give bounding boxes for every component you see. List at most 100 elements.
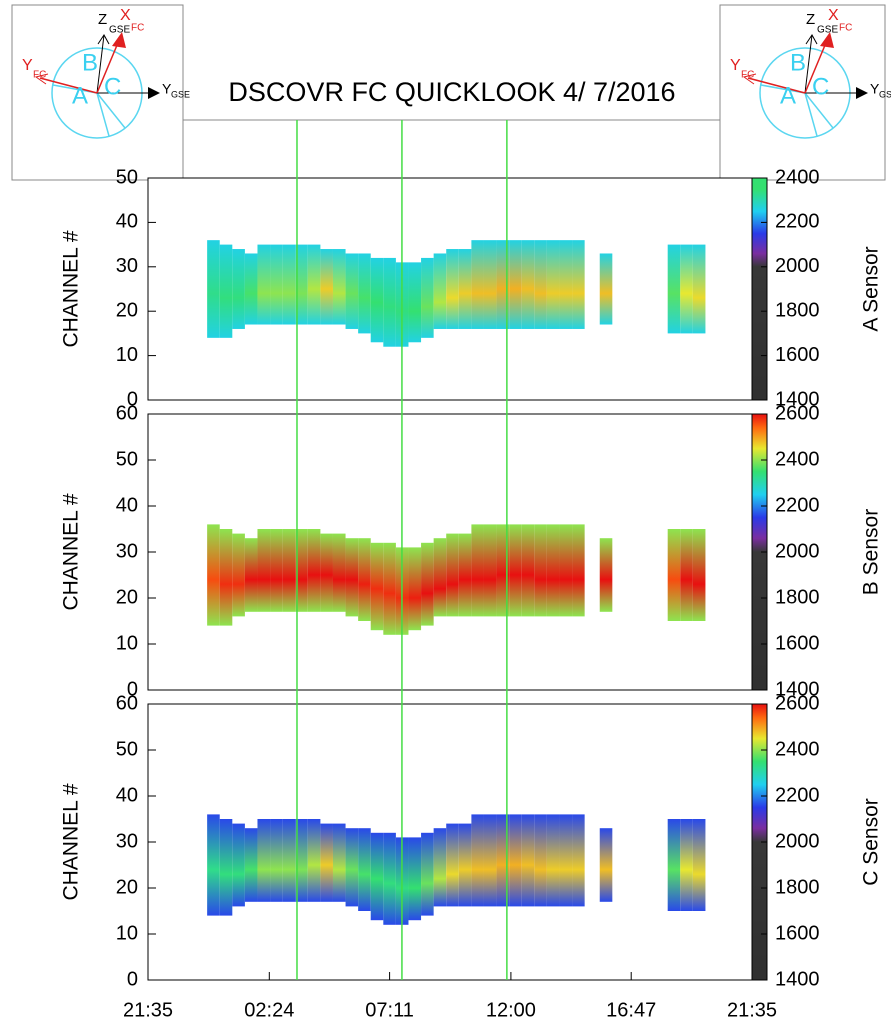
spectrum-column <box>332 533 346 612</box>
spectrum-column <box>458 823 472 907</box>
icon-label: Y <box>22 57 33 74</box>
y-axis-label: CHANNEL # <box>60 783 83 900</box>
x-tick-label: 21:35 <box>123 999 173 1021</box>
spectrum-column <box>270 819 283 902</box>
icon-letter: A <box>72 82 88 109</box>
icon-box <box>719 4 886 181</box>
sensor-label: B Sensor <box>860 509 883 595</box>
spectrum-column <box>421 257 434 338</box>
spectrum-column <box>232 249 245 329</box>
spectrum-column <box>559 524 573 617</box>
x-tick-label: 07:11 <box>365 999 414 1021</box>
spectrum-column <box>332 823 346 902</box>
colorbar-tick-label: 2200 <box>775 784 820 806</box>
spectrum-column <box>408 837 422 921</box>
spectrum-column <box>295 244 308 325</box>
spectrum-column <box>546 814 560 907</box>
spectrum-column <box>534 240 547 329</box>
spectrum-column <box>295 819 308 902</box>
spectrum-column <box>496 814 510 907</box>
spectrum-column <box>270 244 283 325</box>
sensor-label: C Sensor <box>860 798 883 886</box>
y-tick-label: 30 <box>116 830 138 852</box>
spectrum-column <box>692 819 706 911</box>
colorbar-tick-label: 1800 <box>775 586 820 608</box>
icon-letter: A <box>780 82 796 109</box>
spectrum-column <box>599 538 613 612</box>
icon-axis <box>804 34 813 94</box>
spectrum-column <box>295 529 308 612</box>
spectrum-column <box>680 244 693 334</box>
spectrum-column <box>257 819 271 902</box>
icon-label: Z <box>98 11 107 28</box>
spectrum-column <box>244 538 258 612</box>
spectrum-column <box>471 524 484 617</box>
y-axis-label: CHANNEL # <box>60 230 83 347</box>
icon-label: Y <box>870 81 880 97</box>
spectrum-column <box>509 240 522 329</box>
spectrum-column <box>446 823 459 907</box>
spectrum-column <box>219 529 233 626</box>
spectrum-column <box>408 547 422 631</box>
colorbar-tick-label: 2400 <box>775 738 820 760</box>
spectrum-column <box>219 819 233 916</box>
spectrum-column <box>667 819 681 911</box>
spectrum-column <box>483 240 497 329</box>
spectrum-column <box>692 529 706 621</box>
y-tick-label: 30 <box>116 255 138 277</box>
spectrum-column <box>207 240 220 338</box>
spectrum-column <box>433 253 447 329</box>
spectrum-column <box>692 244 706 334</box>
spectrum-column <box>358 538 371 621</box>
colorbar-tick-label: 2600 <box>775 402 820 424</box>
spectrum-column <box>458 533 472 617</box>
icon-label: GSE <box>817 25 838 36</box>
spectrum-column <box>383 542 396 635</box>
colorbar-tick-label: 1400 <box>775 678 820 700</box>
spectrum-column <box>496 524 510 617</box>
icon-letter: B <box>790 49 806 76</box>
colorbar <box>751 177 768 401</box>
spectrum-column <box>599 828 613 902</box>
icon-label: X <box>828 7 839 24</box>
spectrum-column <box>320 823 333 902</box>
icon-label: GSE <box>171 89 190 99</box>
spectrum-column <box>546 524 560 617</box>
spectrum-column <box>207 814 220 916</box>
spectrum-column <box>307 244 321 325</box>
x-tick-label: 12:00 <box>486 999 536 1021</box>
spectrum-column <box>345 828 359 907</box>
icon-axis <box>39 77 98 94</box>
icon-axis <box>96 34 105 94</box>
icon-arrow <box>112 32 126 48</box>
icon-label: GSE <box>109 25 130 36</box>
spectrum-column <box>383 257 396 347</box>
spectrum-column <box>257 244 271 325</box>
spectrum-column <box>559 814 573 907</box>
spectrum-column <box>282 244 296 325</box>
spectrum-column <box>496 240 510 329</box>
y-tick-label: 30 <box>116 540 138 562</box>
sensor-label: A Sensor <box>860 246 883 331</box>
icon-arrow <box>148 87 160 99</box>
y-tick-label: 10 <box>116 344 138 366</box>
colorbar-tick-label: 2000 <box>775 830 820 852</box>
colorbar-tick-label: 1600 <box>775 344 820 366</box>
spectrum-column <box>433 538 447 617</box>
spectrum-column <box>408 262 422 343</box>
spectrum-column <box>345 253 359 329</box>
icon-axis <box>804 37 829 94</box>
y-tick-label: 20 <box>116 586 138 608</box>
icon-label: Y <box>730 57 741 74</box>
colorbar-tick-label: 1400 <box>775 968 820 990</box>
icon-label: FC <box>33 70 46 81</box>
spectrum-column <box>667 244 681 334</box>
spectrum-column <box>307 819 321 902</box>
spectrum-column <box>483 524 497 617</box>
spectrum-column <box>599 253 613 325</box>
icon-arrow <box>97 34 110 45</box>
colorbar-tick-label: 1600 <box>775 632 820 654</box>
icon-arrow <box>742 73 757 85</box>
icon-arrow <box>856 87 868 99</box>
